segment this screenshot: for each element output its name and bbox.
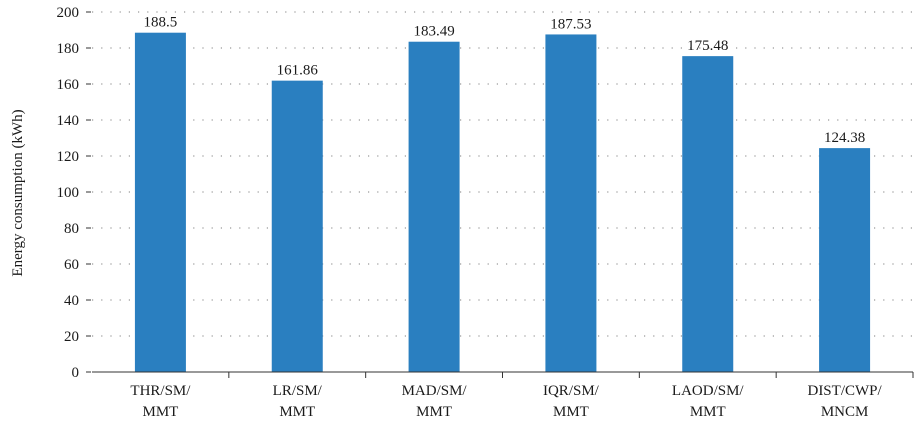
bars xyxy=(134,32,871,373)
data-label: 183.49 xyxy=(413,24,454,40)
y-tick-label: 120 xyxy=(57,149,80,165)
x-category-label: LAOD/SM/MMT xyxy=(672,383,745,420)
y-tick-label: 20 xyxy=(64,329,79,345)
y-tick-label: 200 xyxy=(57,5,80,21)
y-tick-label: 40 xyxy=(64,293,79,309)
data-label: 175.48 xyxy=(687,38,728,54)
data-label: 161.86 xyxy=(277,63,319,79)
y-tick-label: 60 xyxy=(64,257,79,273)
y-axis-title: Energy consumption (kWh) xyxy=(10,109,26,276)
y-tick-label: 140 xyxy=(57,113,80,129)
x-axis-categories: THR/SM/MMT LR/SM/MMT MAD/SM/MMT IQR/SM/MMT L… xyxy=(130,372,914,420)
y-tick-label: 0 xyxy=(72,365,80,381)
y-tick-label: 100 xyxy=(57,185,80,201)
x-category-label: DIST/CWP/MNCM xyxy=(807,383,882,420)
x-category-label: IQR/SM/MMT xyxy=(543,383,600,420)
bar xyxy=(271,80,323,372)
bar xyxy=(545,34,597,373)
y-tick-label: 160 xyxy=(57,77,80,93)
y-tick-label: 80 xyxy=(64,221,79,237)
x-category-label: THR/SM/MMT xyxy=(130,383,191,420)
bar xyxy=(819,148,871,372)
data-label: 187.53 xyxy=(550,16,591,32)
data-labels: 188.5 161.86 183.49 187.53 175.48 124.38 xyxy=(144,15,866,146)
bar xyxy=(408,41,460,373)
y-tick-label: 180 xyxy=(57,41,80,57)
y-axis-ticks: 0 20 40 60 80 100 120 140 160 180 200 xyxy=(57,5,91,381)
bar xyxy=(134,32,186,372)
bar xyxy=(682,56,734,373)
data-label: 188.5 xyxy=(144,15,178,31)
x-category-label: MAD/SM/MMT xyxy=(402,383,468,420)
data-label: 124.38 xyxy=(824,130,865,146)
grid-lines xyxy=(92,11,913,337)
x-category-label: LR/SM/MMT xyxy=(273,383,323,420)
